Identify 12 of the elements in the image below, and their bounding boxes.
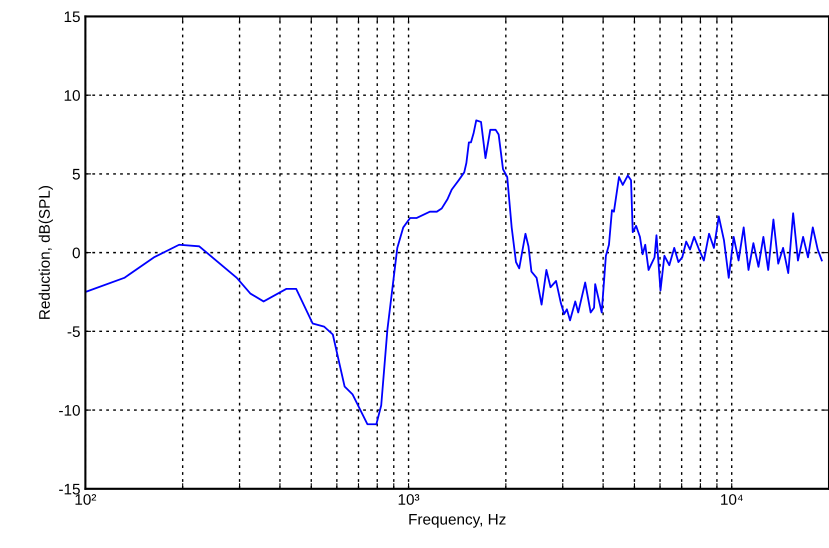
y-tick-label: 10 (64, 90, 80, 101)
y-tick-label: 15 (64, 11, 80, 22)
y-axis-title: Reduction, dB(SPL) (38, 186, 53, 319)
x-axis-title: Frequency, Hz (409, 514, 506, 528)
x-tick-label: 10³ (398, 494, 420, 505)
x-tick-label: 10² (76, 494, 96, 505)
y-tick-label: 5 (72, 168, 80, 180)
x-tick-label: 10⁴ (721, 494, 743, 505)
y-tick-label: -15 (59, 484, 80, 494)
y-tick-label: -10 (59, 404, 80, 416)
y-tick-label: -5 (68, 326, 80, 338)
y-tick-label: 0 (72, 247, 80, 258)
